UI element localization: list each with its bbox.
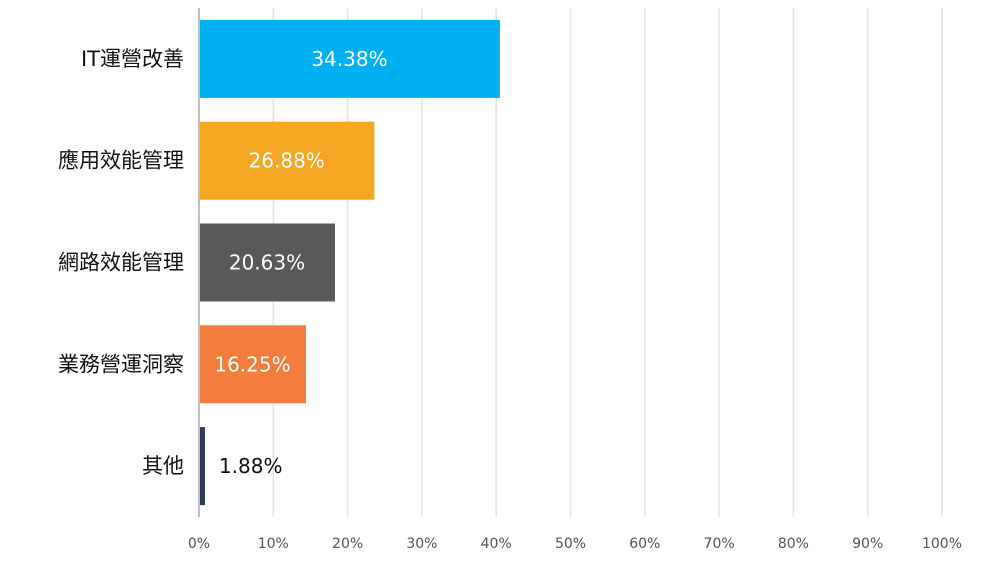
data-label: 16.25%	[214, 352, 290, 376]
data-label: 26.88%	[249, 149, 325, 173]
bar	[199, 325, 306, 404]
x-axis-tick-labels: 0% 10% 20% 30% 40% 50% 60% 70% 80% 90% 100%	[188, 536, 962, 552]
x-tick-label: 50%	[555, 536, 586, 552]
x-tick-label: 80%	[778, 536, 809, 552]
category-label: 業務營運洞察	[58, 352, 184, 376]
bar	[199, 223, 335, 302]
category-label: 其他	[142, 454, 184, 478]
x-tick-label: 20%	[332, 536, 363, 552]
x-tick-label: 100%	[922, 536, 962, 552]
bars: 34.38% 26.88% 20.63% 16.25% 1.88%	[199, 19, 500, 506]
x-tick-label: 90%	[852, 536, 883, 552]
data-label: 1.88%	[219, 454, 283, 478]
x-tick-label: 0%	[188, 536, 210, 552]
bar	[199, 121, 375, 200]
x-tick-label: 10%	[258, 536, 289, 552]
x-tick-label: 40%	[481, 536, 512, 552]
x-tick-label: 60%	[629, 536, 660, 552]
category-label: IT運營改善	[81, 47, 184, 71]
x-tick-label: 30%	[406, 536, 437, 552]
category-label: 應用效能管理	[58, 149, 184, 173]
bar	[199, 19, 500, 98]
data-label: 20.63%	[229, 251, 305, 275]
bar	[199, 427, 205, 506]
category-label: 網路效能管理	[58, 251, 184, 275]
data-label: 34.38%	[311, 47, 387, 71]
x-tick-label: 70%	[704, 536, 735, 552]
